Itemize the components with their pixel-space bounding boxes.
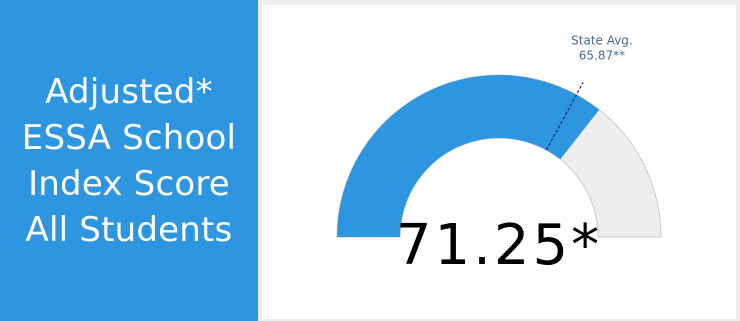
metric-label-line-1: Adjusted* <box>45 71 213 112</box>
state-average-value: 65.87** <box>579 49 625 63</box>
metric-label-line-2: ESSA School <box>21 117 237 158</box>
gauge-chart: State Avg. 65.87** <box>336 34 662 238</box>
metric-label-line-4: All Students <box>25 209 233 250</box>
state-average-label: State Avg. <box>571 34 633 48</box>
gauge-fill <box>337 74 600 237</box>
gauge-panel: State Avg. 65.87** 71.25* <box>262 5 736 319</box>
school-score-value: 71.25* <box>395 213 603 278</box>
metric-label-panel: Adjusted* ESSA School Index Score All St… <box>0 0 258 321</box>
metric-label-line-3: Index Score <box>28 163 230 204</box>
metric-label: Adjusted* ESSA School Index Score All St… <box>22 69 236 253</box>
state-average-marker <box>545 82 584 151</box>
